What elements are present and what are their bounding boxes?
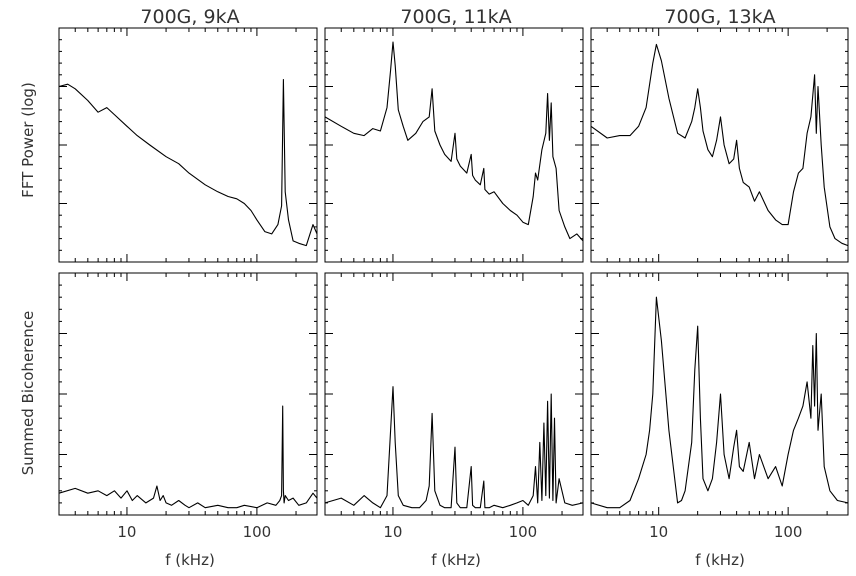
series-line-r2-c2 [324,386,584,509]
panel-frame-r1-c2 [324,27,584,263]
x-tick-label-10-c3: 10 [649,523,668,541]
panel-title-11ka: 700G, 11kA [400,6,511,28]
plot-panels: 10 100 10 100 10 100 [58,27,849,541]
ylabel-fft-power: FFT Power (log) [19,82,37,198]
panel-frame-r1-c3 [590,27,849,263]
x-tick-label-10-c2: 10 [383,523,402,541]
panel-frame-r1-c1 [58,27,318,263]
xlabel-col-2: f (kHz) [431,551,481,569]
panel-title-9ka: 700G, 9kA [140,6,239,28]
series-line-r1-c1 [58,78,318,247]
panel-frame-r2-c3 [590,272,849,516]
ylabel-summed-bicoherence: Summed Bicoherence [19,311,37,475]
series-line-r1-c3 [590,43,849,247]
series-line-r1-c2 [324,41,584,242]
panel-frame-r2-c2 [324,272,584,516]
xlabel-col-1: f (kHz) [165,551,215,569]
x-tick-label-100-c1: 100 [243,523,272,541]
x-tick-label-100-c2: 100 [509,523,538,541]
series-line-r2-c3 [590,296,849,509]
panel-frame-r2-c1 [58,272,318,516]
series-line-r2-c1 [58,405,318,509]
x-tick-label-10-c1: 10 [117,523,136,541]
x-tick-label-100-c3: 100 [774,523,803,541]
panel-title-13ka: 700G, 13kA [664,6,775,28]
xlabel-col-3: f (kHz) [695,551,745,569]
